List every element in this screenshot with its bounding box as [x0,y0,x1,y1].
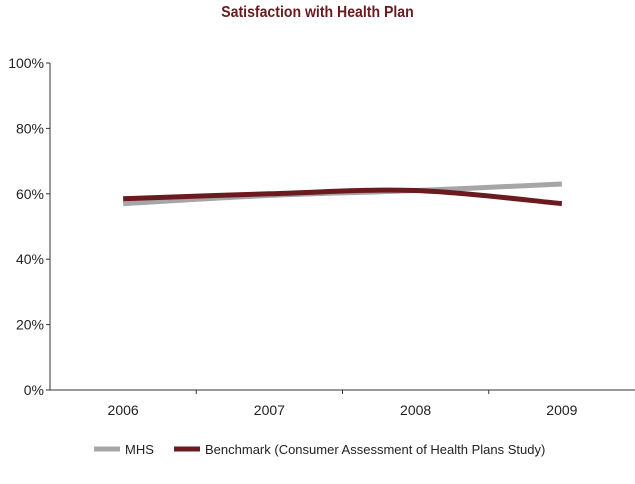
y-tick-label: 20% [16,317,44,333]
y-axis-ticks: 0% 20% 40% 60% 80% 100% [8,55,50,398]
series-lines [122,181,563,207]
y-tick-label: 40% [16,251,44,267]
y-tick-label: 0% [24,382,44,398]
y-tick-label: 80% [16,120,44,136]
legend-label-mhs: MHS [125,442,154,457]
y-tick-label: 100% [8,55,44,71]
x-axis-ticks: 2006 2007 2008 2009 [108,390,578,418]
series-line-mhs [122,181,562,207]
chart-axes [49,63,635,391]
series-line-benchmark [123,187,563,207]
legend-label-benchmark: Benchmark (Consumer Assessment of Health… [205,442,545,457]
x-tick-label: 2007 [254,402,285,418]
x-tick-label: 2009 [546,402,577,418]
legend: MHS Benchmark (Consumer Assessment of Hea… [94,442,545,457]
x-tick-label: 2006 [108,402,139,418]
chart-title: Satisfaction with Health Plan [221,4,414,21]
x-tick-label: 2008 [400,402,431,418]
y-tick-label: 60% [16,186,44,202]
